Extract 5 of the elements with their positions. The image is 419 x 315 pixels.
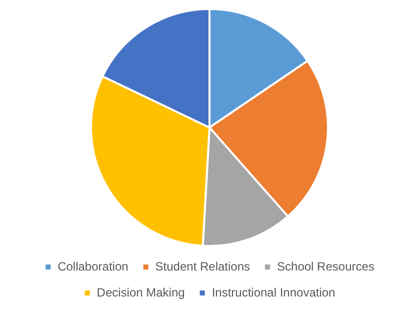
- legend-label: Instructional Innovation: [212, 285, 336, 300]
- legend-label: Student Relations: [155, 259, 250, 274]
- legend-label: Collaboration: [58, 259, 128, 274]
- legend-label: School Resources: [277, 259, 374, 274]
- legend-label: Decision Making: [96, 285, 185, 300]
